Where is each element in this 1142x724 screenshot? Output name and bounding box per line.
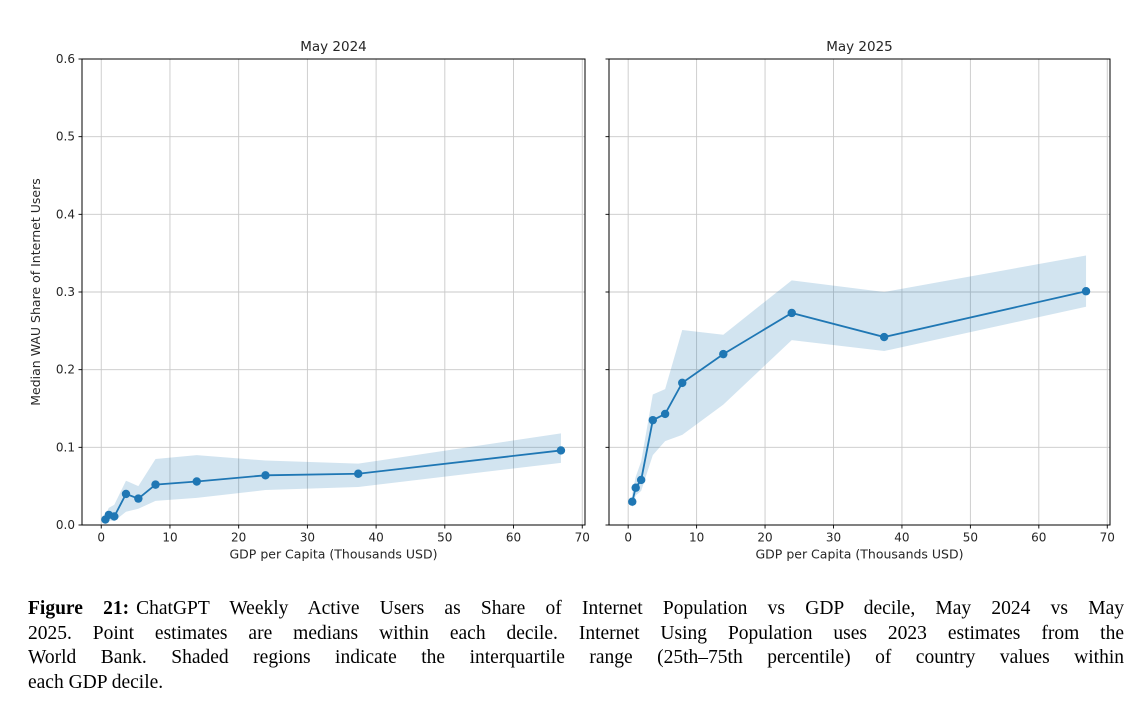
data-point [151, 480, 160, 489]
ytick-label: 0.3 [56, 285, 75, 299]
caption-line-3: World Bank. Shaded regions indicate the … [28, 647, 1124, 669]
data-point [636, 475, 646, 485]
data-point [787, 308, 796, 318]
plot-title: May 2025 [826, 39, 893, 55]
data-point [628, 497, 637, 506]
xtick-label: 20 [231, 531, 246, 545]
ytick-label: 0.2 [56, 363, 75, 377]
xtick-label: 70 [1100, 531, 1115, 545]
ytick-label: 0.1 [56, 440, 75, 454]
xtick-label: 30 [300, 531, 315, 545]
xtick-label: 40 [368, 531, 383, 545]
xtick-label: 0 [624, 531, 632, 545]
caption-line-1-text: ChatGPT Weekly Active Users as Share of … [136, 598, 1124, 619]
xtick-label: 70 [575, 531, 590, 545]
xtick-label: 60 [1031, 531, 1046, 545]
xtick-label: 30 [826, 531, 841, 545]
data-point [134, 494, 143, 503]
data-point [678, 378, 687, 388]
x-axis-label: GDP per Capita (Thousands USD) [230, 547, 438, 562]
x-axis-label: GDP per Capita (Thousands USD) [756, 547, 964, 562]
caption-figure-label: Figure 21: [28, 598, 130, 619]
data-point [631, 483, 640, 492]
subplot-2: 0 10 20 30 40 50 60 70 May 2025 GDP per Capita (T… [605, 39, 1115, 562]
xtick-label: 40 [894, 531, 909, 545]
data-point [192, 477, 201, 486]
data-point [648, 415, 658, 425]
xtick-label: 10 [689, 531, 704, 545]
xtick-label: 60 [506, 531, 521, 545]
iqr-band [105, 433, 561, 523]
ytick-label: 0.4 [56, 207, 75, 221]
dual-line-chart: 0 10 20 30 40 50 60 70 0.0 0.1 0.2 0.3 0.4 0.5 0.6 May … [28, 39, 1115, 562]
data-point [719, 349, 728, 359]
xtick-label: 50 [437, 531, 452, 545]
subplot-1: 0 10 20 30 40 50 60 70 0.0 0.1 0.2 0.3 0.4 0.5 0.6 May … [28, 39, 590, 562]
ytick-label: 0.5 [56, 130, 75, 144]
xtick-label: 10 [162, 531, 177, 545]
xtick-label: 20 [757, 531, 772, 545]
ytick-label: 0.0 [56, 518, 75, 532]
data-point [354, 469, 363, 478]
caption-line-2: 2025. Point estimates are medians within… [28, 622, 1124, 644]
data-point [879, 332, 889, 342]
iqr-band [632, 255, 1087, 508]
y-axis-label: Median WAU Share of Internet Users [28, 178, 43, 405]
plot-title: May 2024 [300, 39, 367, 55]
ytick-label: 0.6 [56, 52, 75, 66]
data-point [660, 409, 670, 419]
figure-caption: Figure 21: ChatGPT Weekly Active Users as… [28, 597, 1124, 695]
xtick-label: 50 [963, 531, 978, 545]
caption-line-4: each GDP decile. [28, 671, 164, 693]
xtick-label: 0 [97, 531, 105, 545]
caption-line-1: Figure 21: ChatGPT Weekly Active Users as… [28, 597, 1124, 622]
data-point [1081, 287, 1091, 296]
data-point [110, 512, 119, 521]
median-line [631, 290, 1087, 502]
data-point [261, 471, 270, 480]
data-point [121, 489, 131, 499]
data-point [556, 446, 566, 455]
